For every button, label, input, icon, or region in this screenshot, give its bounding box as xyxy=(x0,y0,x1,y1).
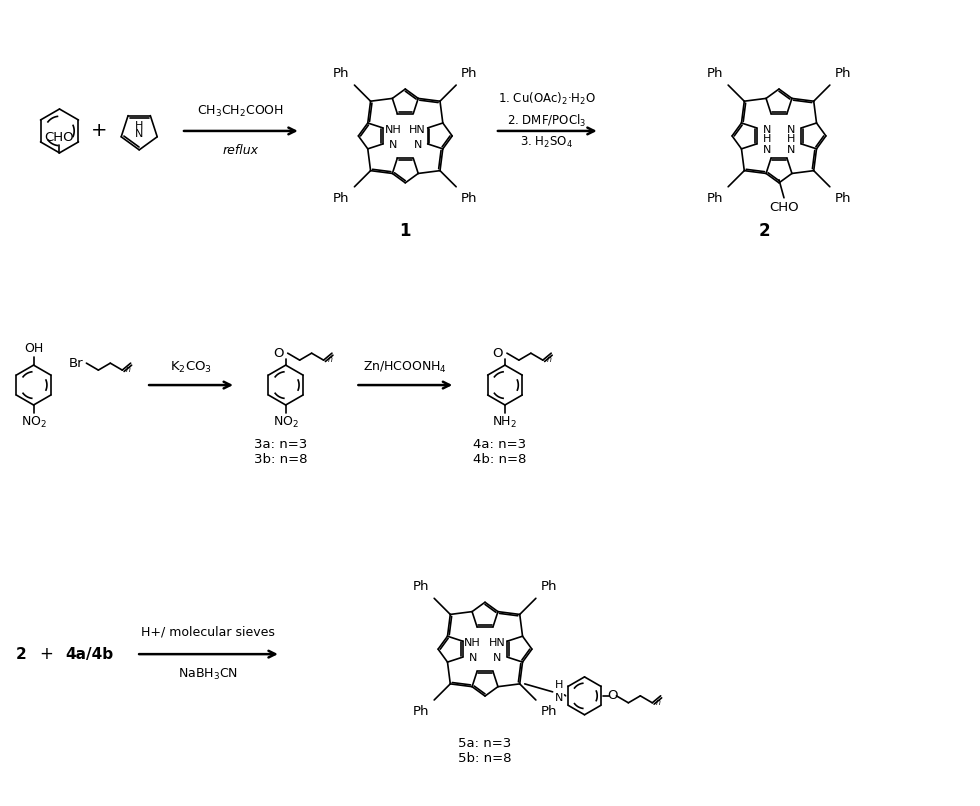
Text: 4a/4b: 4a/4b xyxy=(66,646,114,662)
Text: O: O xyxy=(273,347,284,359)
Text: Ph: Ph xyxy=(835,67,852,80)
Text: $_n$: $_n$ xyxy=(326,355,333,365)
Text: Zn/HCOONH$_4$: Zn/HCOONH$_4$ xyxy=(364,359,447,375)
Text: NO$_2$: NO$_2$ xyxy=(21,415,46,430)
Text: 5b: n=8: 5b: n=8 xyxy=(459,752,512,765)
Text: N: N xyxy=(493,653,502,663)
Text: H: H xyxy=(135,121,143,131)
Text: H: H xyxy=(555,679,563,690)
Text: O: O xyxy=(493,347,503,359)
Text: 4a: n=3: 4a: n=3 xyxy=(473,438,526,451)
Text: NaBH$_3$CN: NaBH$_3$CN xyxy=(178,667,238,682)
Text: CHO: CHO xyxy=(769,202,799,214)
Text: Ph: Ph xyxy=(413,705,429,718)
Text: HN: HN xyxy=(410,125,426,135)
Text: Ph: Ph xyxy=(333,192,350,205)
Text: 1: 1 xyxy=(400,222,411,239)
Text: N: N xyxy=(135,129,143,139)
Text: 2: 2 xyxy=(759,222,770,239)
Text: Ph: Ph xyxy=(707,192,723,205)
Text: O: O xyxy=(608,689,617,702)
Text: OH: OH xyxy=(24,342,43,355)
Text: H
N: H N xyxy=(787,134,796,156)
Text: H+/ molecular sieves: H+/ molecular sieves xyxy=(141,625,275,638)
Text: N: N xyxy=(468,653,477,663)
Text: 3a: n=3: 3a: n=3 xyxy=(254,438,308,451)
Text: 3b: n=8: 3b: n=8 xyxy=(254,453,308,467)
Text: $_n$: $_n$ xyxy=(125,365,131,375)
Text: NO$_2$: NO$_2$ xyxy=(272,415,299,430)
Text: $_n$: $_n$ xyxy=(656,698,662,708)
Text: 2. DMF/POCl$_3$: 2. DMF/POCl$_3$ xyxy=(508,113,586,129)
Text: NH: NH xyxy=(384,125,402,135)
Text: 4b: n=8: 4b: n=8 xyxy=(473,453,526,467)
Text: reflux: reflux xyxy=(222,144,259,157)
Text: N: N xyxy=(555,693,563,703)
Text: Ph: Ph xyxy=(541,705,558,718)
Text: Br: Br xyxy=(69,356,83,370)
Text: Ph: Ph xyxy=(333,67,350,80)
Text: Ph: Ph xyxy=(707,67,723,80)
Text: N: N xyxy=(389,139,397,150)
Text: N: N xyxy=(762,125,771,135)
Text: Ph: Ph xyxy=(541,580,558,593)
Text: Ph: Ph xyxy=(835,192,852,205)
Text: CHO: CHO xyxy=(45,131,74,144)
Text: NH: NH xyxy=(465,638,481,648)
Text: K$_2$CO$_3$: K$_2$CO$_3$ xyxy=(171,359,212,375)
Text: H
N: H N xyxy=(762,134,771,156)
Text: NH$_2$: NH$_2$ xyxy=(493,415,517,430)
Text: 1. Cu(OAc)$_2$·H$_2$O: 1. Cu(OAc)$_2$·H$_2$O xyxy=(498,91,596,107)
Text: +: + xyxy=(91,122,108,140)
Text: +: + xyxy=(39,645,54,663)
Text: Ph: Ph xyxy=(462,192,477,205)
Text: Ph: Ph xyxy=(413,580,429,593)
Text: N: N xyxy=(787,125,796,135)
Text: CH$_3$CH$_2$COOH: CH$_3$CH$_2$COOH xyxy=(197,103,284,118)
Text: HN: HN xyxy=(489,638,506,648)
Text: $_n$: $_n$ xyxy=(546,355,553,365)
Text: 3. H$_2$SO$_4$: 3. H$_2$SO$_4$ xyxy=(520,135,573,151)
Text: 5a: n=3: 5a: n=3 xyxy=(459,737,512,750)
Text: N: N xyxy=(414,139,421,150)
Text: Ph: Ph xyxy=(462,67,477,80)
Text: 2: 2 xyxy=(17,646,27,662)
